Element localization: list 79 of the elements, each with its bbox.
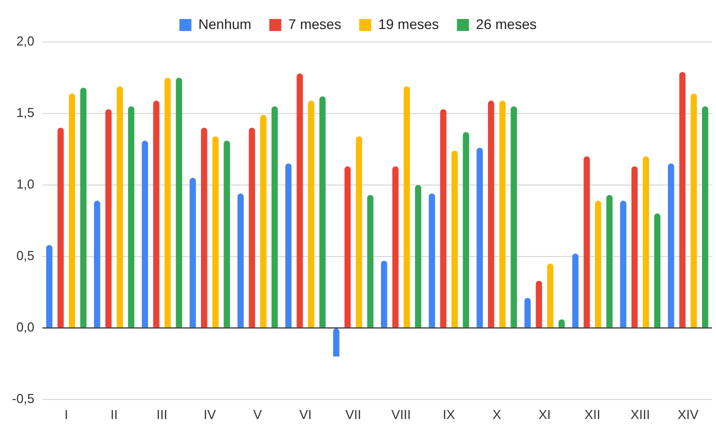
y-tick-label: 0,0: [16, 320, 34, 334]
x-tick-label: VIII: [391, 406, 411, 422]
bar: [94, 200, 100, 328]
bar: [128, 106, 134, 328]
bar: [68, 93, 76, 328]
bar: [46, 245, 52, 328]
bar: [237, 194, 244, 328]
bar: [344, 166, 351, 328]
bar: [620, 200, 626, 328]
bar: [584, 156, 590, 328]
bar: [190, 178, 196, 328]
bar: [392, 166, 399, 328]
x-tick-label: IX: [442, 406, 456, 422]
y-tick-label: 2,0: [16, 34, 34, 49]
bar: [428, 194, 436, 328]
legend-label: 7 meses: [288, 16, 342, 32]
bar: [356, 136, 362, 328]
bar: [462, 132, 470, 328]
bar: [142, 140, 148, 328]
legend-label: Nenhum: [198, 16, 252, 32]
bar: [631, 166, 638, 328]
bar: [606, 194, 613, 328]
x-tick-label: II: [110, 406, 118, 422]
bar: [654, 214, 660, 328]
bar: [164, 78, 171, 328]
bar: [499, 100, 506, 328]
bar: [367, 194, 374, 328]
bar: [200, 128, 208, 328]
y-tick-label: 0,5: [16, 248, 34, 264]
bar: [702, 106, 708, 328]
bar: [572, 254, 579, 328]
bar: [440, 109, 446, 328]
bar: [176, 78, 182, 328]
bar: [296, 73, 303, 328]
bar: [58, 128, 64, 328]
x-tick-label: XI: [538, 406, 551, 422]
bar: [536, 280, 542, 328]
bar: [224, 140, 230, 328]
bar: [272, 106, 278, 328]
bar: [285, 164, 292, 328]
bar: [333, 328, 340, 357]
x-tick-label: XIV: [678, 406, 699, 422]
bar: [415, 184, 422, 328]
x-tick-label: X: [492, 406, 502, 422]
bar: [105, 109, 112, 328]
x-tick-label: XII: [584, 406, 600, 422]
bar: [547, 264, 554, 328]
bar: [319, 96, 326, 328]
y-tick-label: 1,5: [16, 105, 34, 120]
bar: [80, 88, 86, 328]
bar: [116, 86, 123, 328]
bar: [668, 164, 674, 328]
x-tick-label: I: [64, 406, 68, 422]
bar: [476, 148, 483, 328]
y-tick-label: 1,0: [16, 176, 34, 192]
y-tick-label: -0,5: [12, 390, 34, 406]
bar: [488, 100, 494, 328]
bar: [308, 100, 314, 328]
bar: [594, 200, 602, 328]
x-tick-label: VI: [299, 406, 312, 422]
x-tick-label: V: [253, 406, 262, 422]
bar: [260, 114, 266, 328]
bar: [524, 298, 531, 328]
bar: [153, 100, 160, 328]
legend-label: 26 meses: [476, 16, 537, 32]
x-tick-label: IV: [204, 406, 216, 422]
legend-label: 19 meses: [378, 16, 439, 32]
bar: [642, 156, 650, 328]
bar: [248, 128, 256, 328]
bar: [404, 86, 410, 328]
bar: [452, 150, 458, 328]
x-tick-label: III: [156, 406, 168, 422]
bar: [212, 136, 219, 328]
bar: [380, 260, 388, 328]
x-tick-label: XIII: [630, 406, 650, 422]
bar: [679, 72, 686, 328]
bar: [690, 93, 697, 328]
bar: [510, 106, 517, 328]
x-tick-label: VII: [345, 406, 362, 422]
